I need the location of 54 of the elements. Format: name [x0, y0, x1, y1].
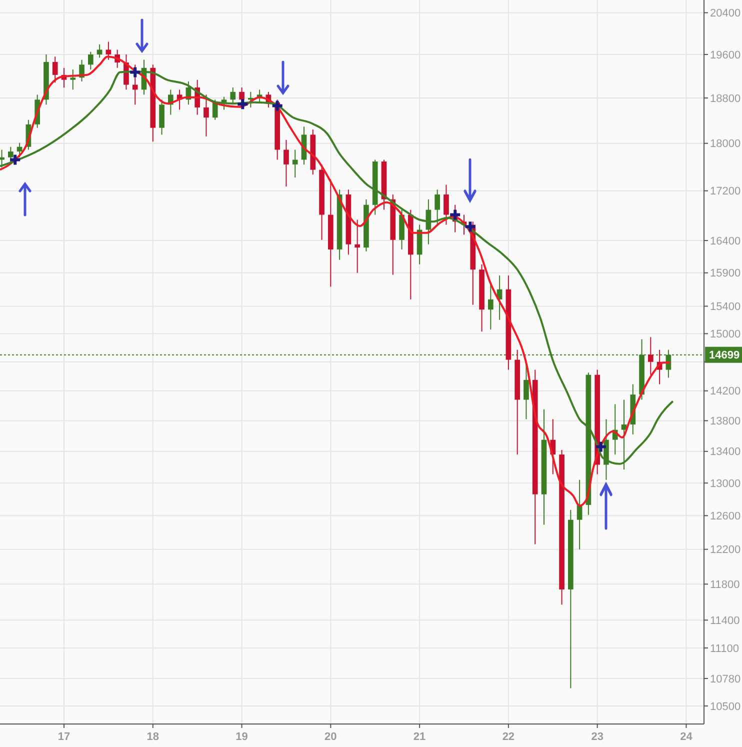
- candlestick: [524, 364, 529, 420]
- candlestick: [16, 142, 22, 158]
- candlestick: [221, 96, 227, 110]
- x-tick-label: 18: [146, 731, 160, 743]
- y-tick-label: 18800: [710, 92, 741, 105]
- y-tick-label: 18000: [710, 138, 741, 150]
- y-tick-label: 13000: [710, 478, 741, 490]
- y-tick-label: 11100: [710, 642, 739, 655]
- y-tick-label: 11400: [710, 614, 740, 627]
- x-tick-label: 19: [236, 731, 248, 743]
- point: [464, 220, 477, 234]
- ref-line-label: 14699: [709, 350, 740, 362]
- y-tick-label: 20400: [710, 8, 741, 20]
- y-tick-label: 13400: [710, 446, 741, 458]
- candlestick: [488, 284, 494, 330]
- candlestick: [648, 336, 654, 376]
- candlestick: [444, 184, 449, 226]
- candlestick: [106, 41, 112, 60]
- point: [448, 208, 462, 222]
- y-tick-label: 12200: [710, 544, 741, 556]
- y-tick-label: 16400: [710, 235, 741, 248]
- candlestick: [52, 56, 58, 84]
- candlestick: [230, 86, 236, 106]
- x-tick-label: 23: [591, 731, 604, 743]
- candlestick: [204, 94, 209, 137]
- candlestick: [96, 44, 102, 58]
- point: [270, 99, 284, 112]
- x-tick-label: 24: [680, 731, 694, 743]
- y-tick-label: 19600: [710, 49, 741, 62]
- candlestick: [70, 68, 76, 90]
- y-tick-label: 12600: [710, 510, 741, 522]
- candlestick: [434, 189, 440, 226]
- point: [594, 440, 608, 454]
- y-tick-label: 15900: [710, 268, 741, 280]
- candlestick: [159, 99, 164, 136]
- y-tick-label: 17200: [710, 186, 741, 198]
- point: [8, 153, 22, 166]
- x-tick-label: 21: [413, 731, 426, 743]
- x-tick-label: 22: [502, 731, 515, 743]
- candlestick: [292, 149, 298, 178]
- y-tick-label: 11800: [710, 578, 740, 591]
- point: [236, 98, 250, 111]
- candlestick: [354, 219, 360, 274]
- x-tick-label: 17: [58, 731, 70, 743]
- candlestick: [88, 51, 94, 70]
- x-tick-label: 20: [324, 731, 337, 743]
- y-tick-label: 15400: [710, 301, 741, 314]
- y-tick-label: 10780: [710, 673, 741, 686]
- candlestick: [284, 139, 289, 188]
- y-tick-label: 10500: [710, 700, 741, 713]
- point: [128, 66, 142, 79]
- y-tick-label: 14200: [710, 386, 741, 398]
- y-tick-label: 13800: [710, 416, 741, 428]
- y-tick-label: 15000: [710, 328, 741, 341]
